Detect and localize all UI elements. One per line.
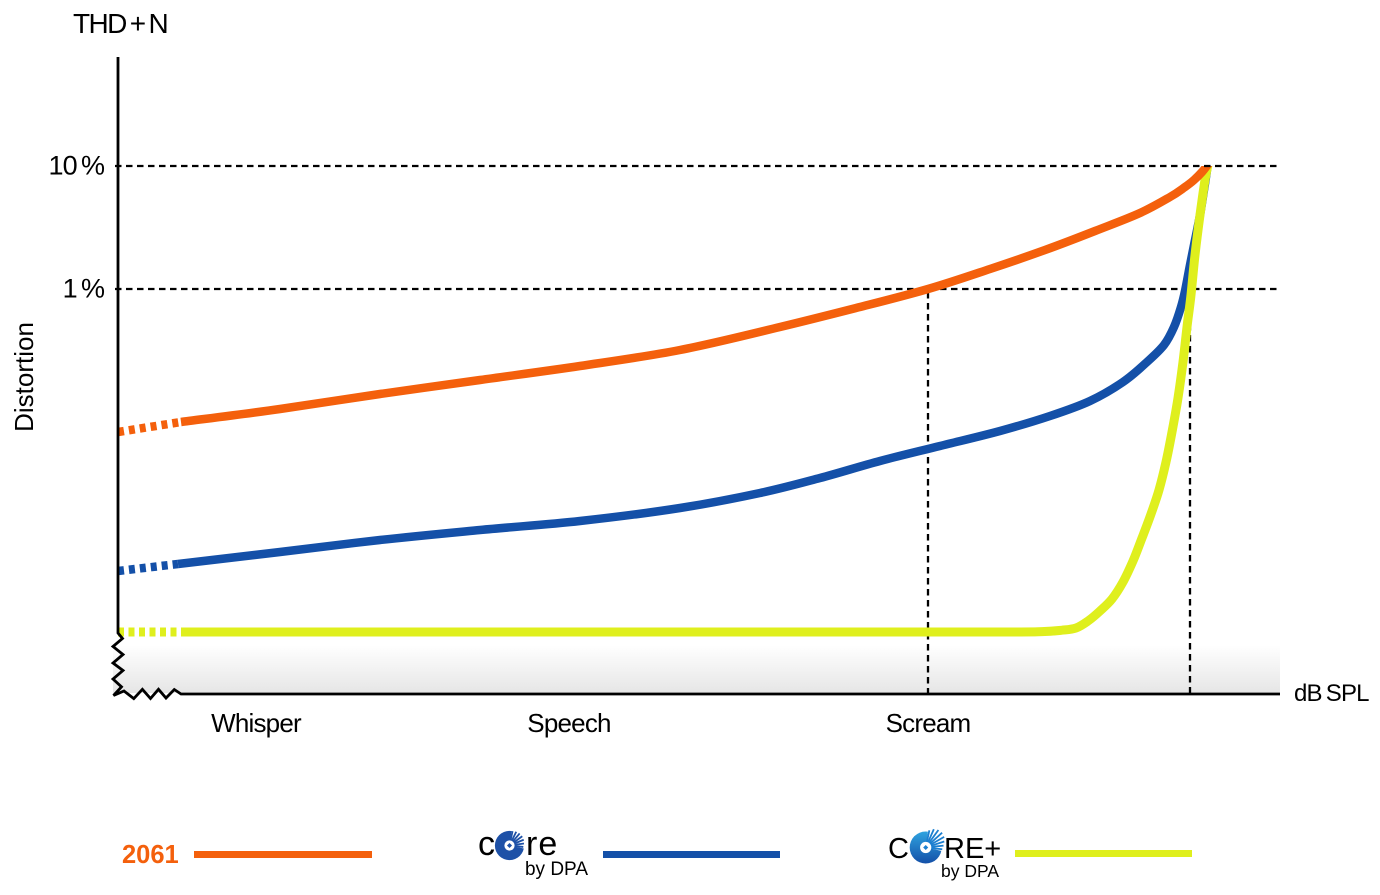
svg-text:RE+: RE+	[944, 833, 1001, 865]
svg-text:1 %: 1 %	[63, 274, 105, 304]
svg-text:THD + N: THD + N	[73, 8, 167, 39]
svg-text:Speech: Speech	[527, 708, 610, 738]
svg-text:10 %: 10 %	[49, 151, 105, 181]
svg-text:by DPA: by DPA	[525, 859, 588, 880]
svg-text:re: re	[526, 825, 558, 863]
svg-text:2061: 2061	[122, 841, 179, 869]
svg-text:c: c	[478, 825, 496, 863]
svg-text:dB SPL: dB SPL	[1294, 680, 1369, 707]
svg-text:by DPA: by DPA	[941, 861, 999, 881]
svg-text:Scream: Scream	[886, 708, 971, 738]
svg-text:Whisper: Whisper	[211, 708, 302, 738]
svg-text:C: C	[888, 833, 909, 865]
svg-text:Distortion: Distortion	[9, 322, 39, 432]
